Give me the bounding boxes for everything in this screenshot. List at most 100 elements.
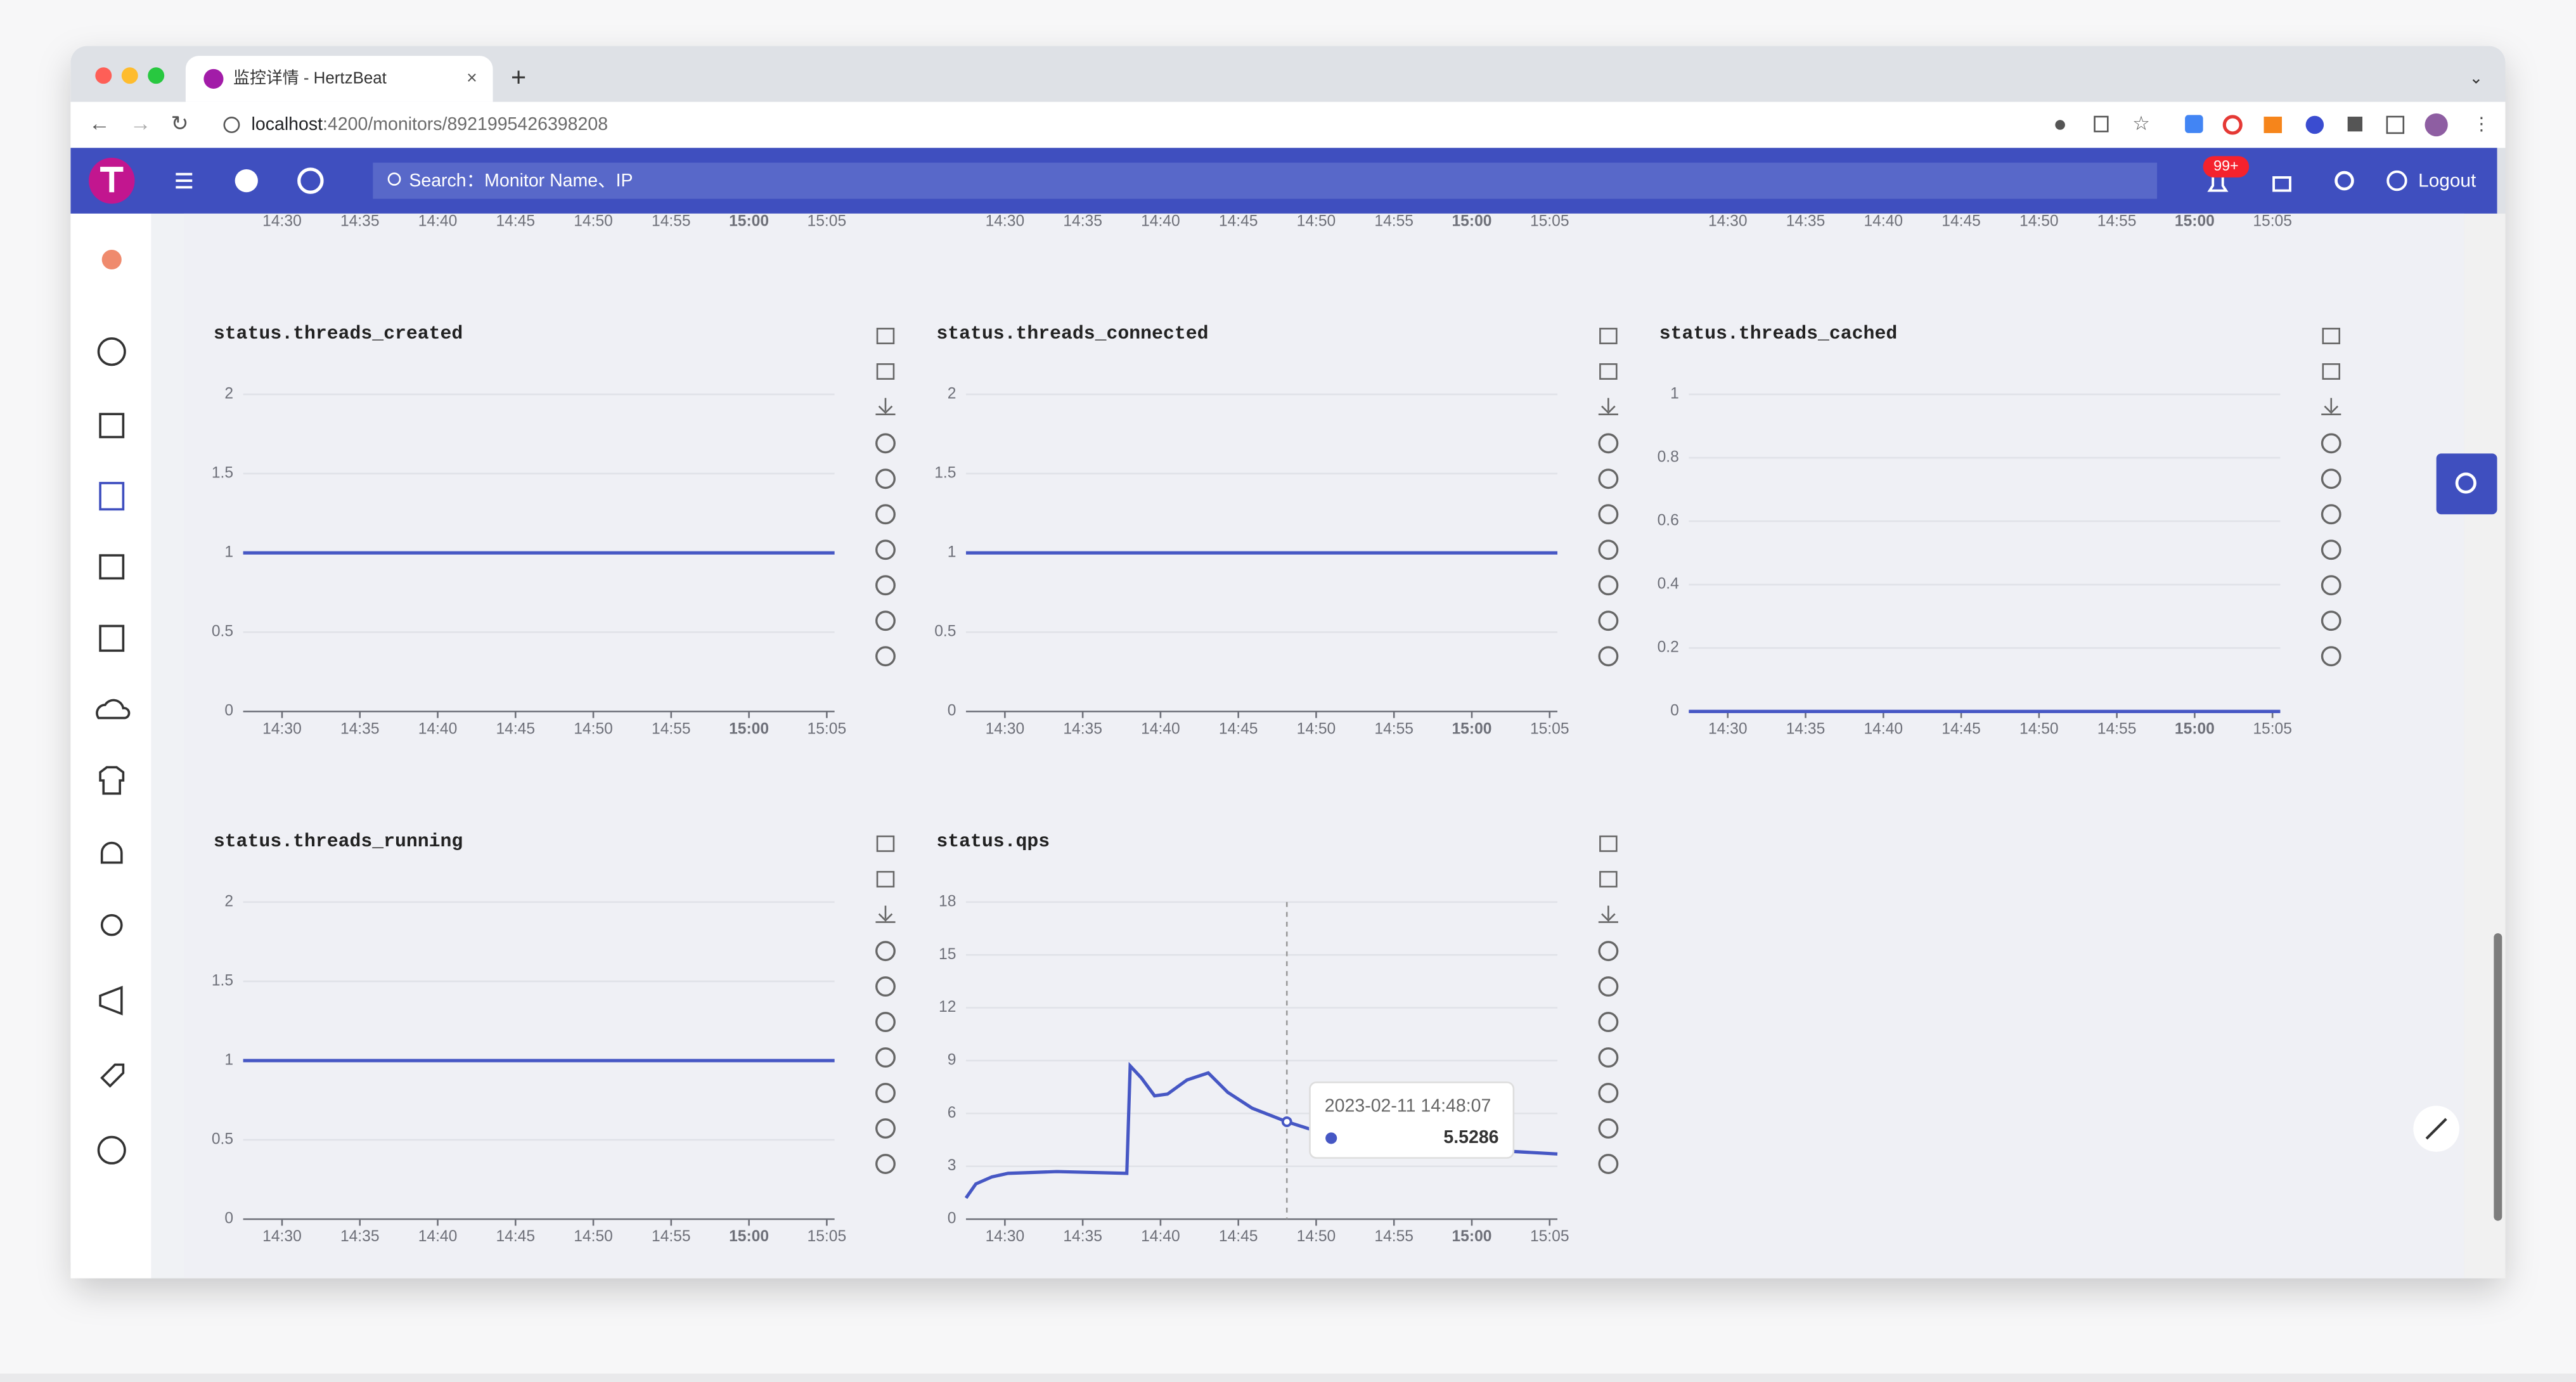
- toolbox-action[interactable]: [875, 610, 896, 631]
- gitee-icon[interactable]: [297, 167, 324, 194]
- toolbox-zoom[interactable]: [876, 363, 895, 380]
- toolbox-action[interactable]: [2321, 504, 2341, 525]
- search-icon: [387, 172, 401, 186]
- toolbox-zoom[interactable]: [876, 870, 895, 888]
- ext-2[interactable]: [2222, 115, 2243, 135]
- nav-alert[interactable]: [100, 841, 123, 864]
- toolbox-action[interactable]: [2321, 468, 2341, 489]
- reload-button[interactable]: ↻: [171, 112, 189, 136]
- nav-global[interactable]: [97, 1135, 126, 1165]
- nav-monitors[interactable]: [99, 482, 125, 511]
- toolbox-action[interactable]: [1598, 646, 1619, 667]
- toolbox-action[interactable]: [2321, 539, 2341, 560]
- avatar[interactable]: [101, 249, 122, 270]
- minimize-button[interactable]: [121, 67, 138, 84]
- nav-notice[interactable]: [99, 986, 123, 1016]
- nav-cloud[interactable]: [96, 699, 131, 720]
- logout-icon[interactable]: [2386, 170, 2407, 191]
- toolbox-action[interactable]: [875, 575, 896, 596]
- ext-3[interactable]: [2264, 117, 2283, 133]
- address-bar[interactable]: [205, 108, 2169, 141]
- toolbox-action[interactable]: [875, 646, 896, 667]
- toolbox-action[interactable]: [2321, 575, 2341, 596]
- github-icon[interactable]: [235, 169, 258, 193]
- toolbox-action[interactable]: [875, 468, 896, 489]
- active-tab[interactable]: [185, 56, 493, 102]
- toolbox-action[interactable]: [875, 504, 896, 525]
- toolbox-action[interactable]: [875, 1118, 896, 1139]
- toolbox-action[interactable]: [875, 539, 896, 560]
- nav-apps[interactable]: [99, 554, 125, 580]
- lock-icon[interactable]: [2272, 176, 2291, 192]
- toolbox-zoom[interactable]: [2322, 328, 2341, 344]
- toolbox-action[interactable]: [1598, 610, 1619, 631]
- share-icon[interactable]: [2094, 115, 2109, 132]
- toolbox-zoom[interactable]: [1599, 328, 1618, 344]
- ext-1[interactable]: [2185, 115, 2203, 133]
- toolbox-action[interactable]: [2321, 433, 2341, 454]
- toolbox-zoom[interactable]: [876, 328, 895, 344]
- new-tab[interactable]: +: [511, 61, 526, 91]
- toolbox-action[interactable]: [1598, 433, 1619, 454]
- x-tick-label: 15:05: [1530, 1228, 1569, 1245]
- key-icon[interactable]: [2055, 120, 2065, 130]
- toolbox-action[interactable]: [1598, 1047, 1619, 1068]
- toolbox-action[interactable]: [875, 976, 896, 997]
- toolbox-save[interactable]: [2321, 397, 2341, 415]
- close-button[interactable]: [95, 67, 112, 84]
- toolbox-action[interactable]: [1598, 539, 1619, 560]
- toolbox-action[interactable]: [2321, 646, 2341, 667]
- toolbox-zoom[interactable]: [1599, 870, 1618, 888]
- back-button[interactable]: ←: [89, 112, 110, 136]
- x-tick-label: 14:55: [1374, 212, 1414, 229]
- profile[interactable]: [2425, 113, 2448, 137]
- toolbox-action[interactable]: [1598, 1154, 1619, 1174]
- site-info[interactable]: [223, 117, 240, 133]
- nav-os[interactable]: [99, 766, 125, 795]
- toolbox-action[interactable]: [1598, 1012, 1619, 1033]
- toolbox-zoom[interactable]: [1599, 835, 1618, 852]
- toolbox-action[interactable]: [875, 941, 896, 962]
- toolbox-action[interactable]: [875, 1083, 896, 1104]
- logout[interactable]: Logout: [2418, 170, 2476, 191]
- nav-tag[interactable]: [100, 1063, 125, 1088]
- ext-4[interactable]: [2305, 115, 2324, 134]
- toolbox-save[interactable]: [875, 397, 896, 415]
- maximize-button[interactable]: [148, 67, 165, 84]
- nav-dashboard[interactable]: [97, 337, 126, 366]
- toolbox-save[interactable]: [1598, 397, 1618, 415]
- toolbox-action[interactable]: [875, 1154, 896, 1174]
- toolbox-zoom[interactable]: [2322, 363, 2341, 380]
- ext-puzzle[interactable]: [2347, 117, 2363, 132]
- tab-close[interactable]: ×: [467, 68, 477, 88]
- tab-menu[interactable]: ⌄: [2469, 69, 2483, 87]
- toolbox-zoom[interactable]: [876, 835, 895, 852]
- toolbox-action[interactable]: [875, 1047, 896, 1068]
- nav-overview[interactable]: [99, 413, 125, 439]
- toolbox-action[interactable]: [875, 433, 896, 454]
- side-panel[interactable]: [2386, 115, 2405, 134]
- toolbox-action[interactable]: [1598, 575, 1619, 596]
- scroll-thumb[interactable]: [2494, 933, 2502, 1221]
- forward-button[interactable]: →: [130, 112, 151, 136]
- toolbox-action[interactable]: [1598, 504, 1619, 525]
- nav-bulb[interactable]: [100, 914, 123, 936]
- toolbox-save[interactable]: [1598, 905, 1618, 923]
- menu-toggle[interactable]: [176, 172, 193, 189]
- toolbox-zoom[interactable]: [1599, 363, 1618, 380]
- toolbox-action[interactable]: [875, 1012, 896, 1033]
- toolbox-action[interactable]: [1598, 1118, 1619, 1139]
- nav-service[interactable]: [99, 624, 125, 652]
- toolbox-action[interactable]: [1598, 941, 1619, 962]
- star-icon[interactable]: ☆: [2132, 112, 2150, 134]
- toolbox-action[interactable]: [2321, 610, 2341, 631]
- settings-icon[interactable]: [2334, 171, 2354, 191]
- search-box[interactable]: [373, 162, 2158, 199]
- toolbox-action[interactable]: [1598, 468, 1619, 489]
- toolbox-action[interactable]: [1598, 976, 1619, 997]
- theme-settings[interactable]: [2436, 453, 2497, 515]
- x-tick-label: 14:30: [262, 212, 302, 229]
- toolbox-save[interactable]: [875, 905, 896, 923]
- toolbox-action[interactable]: [1598, 1083, 1619, 1104]
- browser-menu[interactable]: ⋮: [2473, 114, 2491, 134]
